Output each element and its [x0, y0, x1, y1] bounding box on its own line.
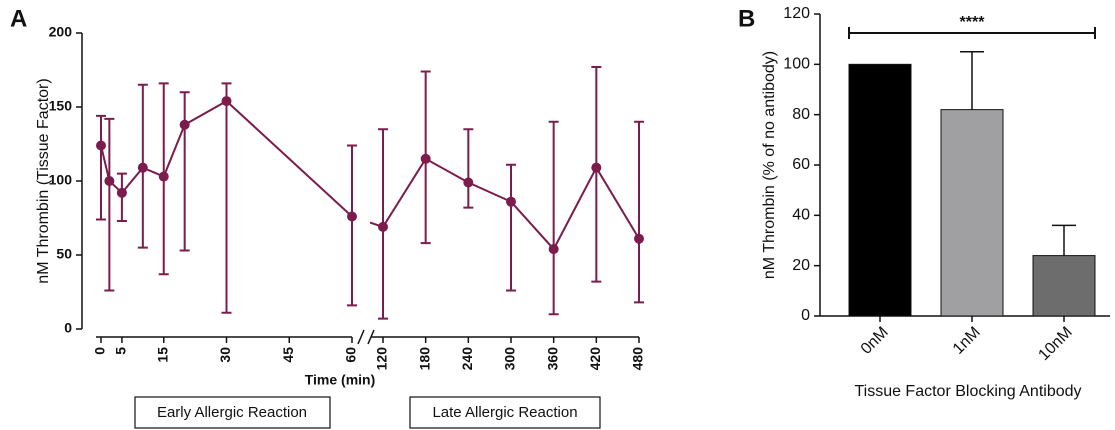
x-tick-label: 360	[544, 347, 560, 371]
axis-break	[357, 329, 365, 345]
x-axis-label: Time (min)	[305, 372, 376, 388]
data-point	[137, 162, 148, 173]
error-bar	[104, 117, 115, 292]
error-bar	[179, 91, 190, 252]
data-point	[591, 162, 602, 173]
panel-label: A	[10, 5, 27, 32]
x-tick-label: 15	[154, 347, 170, 363]
annotation: Early Allergic Reaction	[157, 404, 307, 421]
x-tick-label: 30	[217, 347, 233, 363]
panel-label: B	[738, 5, 755, 32]
annotation-box	[134, 396, 331, 429]
x-tick-label: 180	[416, 347, 432, 371]
error-bar	[347, 144, 357, 307]
y-tick-label: 60	[792, 156, 810, 173]
x-tick-label: 120	[374, 347, 390, 371]
y-tick-label: 0	[801, 307, 810, 324]
data-point	[116, 187, 127, 198]
error-bar	[221, 82, 232, 314]
x-axis-label: Tissue Factor Blocking Antibody	[854, 383, 1081, 400]
x-tick-label: 480	[630, 347, 646, 371]
y-tick-label: 50	[56, 246, 72, 262]
y-tick-label: 40	[792, 207, 810, 224]
y-axis-label: nM Thrombin (% of no antibody)	[761, 51, 778, 279]
x-tick-label: 0nM	[858, 324, 892, 358]
error-bar	[591, 66, 602, 283]
data-point	[96, 140, 106, 151]
x-tick-label: 240	[459, 347, 475, 371]
y-tick-label: 100	[783, 56, 810, 73]
x-tick-label: 300	[502, 347, 518, 371]
x-tick-label: 5	[113, 347, 129, 355]
error-bar	[634, 120, 644, 304]
x-tick-label: 10nM	[1035, 324, 1075, 364]
bar	[1032, 255, 1096, 317]
error-bar	[1052, 224, 1076, 256]
y-tick-label: 200	[49, 24, 73, 40]
error-bar	[96, 114, 106, 221]
data-point	[634, 233, 644, 244]
x-tick-label: 60	[343, 347, 359, 363]
annotation: Late Allergic Reaction	[432, 404, 577, 421]
x-tick-label: 420	[587, 347, 603, 371]
y-tick-label: 0	[64, 320, 72, 336]
y-tick-label: 150	[49, 98, 73, 114]
data-point	[104, 176, 115, 186]
data-point	[548, 244, 559, 255]
y-tick-label: 120	[783, 5, 810, 22]
error-bar	[548, 120, 559, 316]
data-point	[347, 211, 357, 222]
axis-break	[367, 329, 375, 345]
error-bar	[960, 51, 984, 110]
error-bar	[463, 128, 474, 209]
y-axis-label: nM Thrombin (Tissue Factor)	[35, 78, 52, 283]
x-tick-label: 0	[92, 347, 108, 355]
error-bar	[506, 163, 516, 292]
annotation-box	[409, 396, 601, 429]
x-tick-label: 1nM	[950, 324, 984, 358]
data-point	[420, 153, 431, 164]
y-tick-label: 100	[49, 172, 73, 188]
data-point	[179, 119, 190, 130]
bar	[848, 63, 912, 317]
data-point	[463, 177, 474, 188]
significance-label: ****	[960, 14, 986, 31]
data-point	[506, 196, 516, 207]
data-point	[378, 221, 388, 232]
y-tick-label: 80	[792, 106, 810, 123]
significance-bar	[848, 27, 1096, 39]
bar	[940, 109, 1004, 317]
y-tick-label: 20	[792, 257, 810, 274]
data-point	[158, 171, 169, 182]
x-tick-label: 45	[280, 347, 296, 363]
data-point	[221, 96, 232, 107]
